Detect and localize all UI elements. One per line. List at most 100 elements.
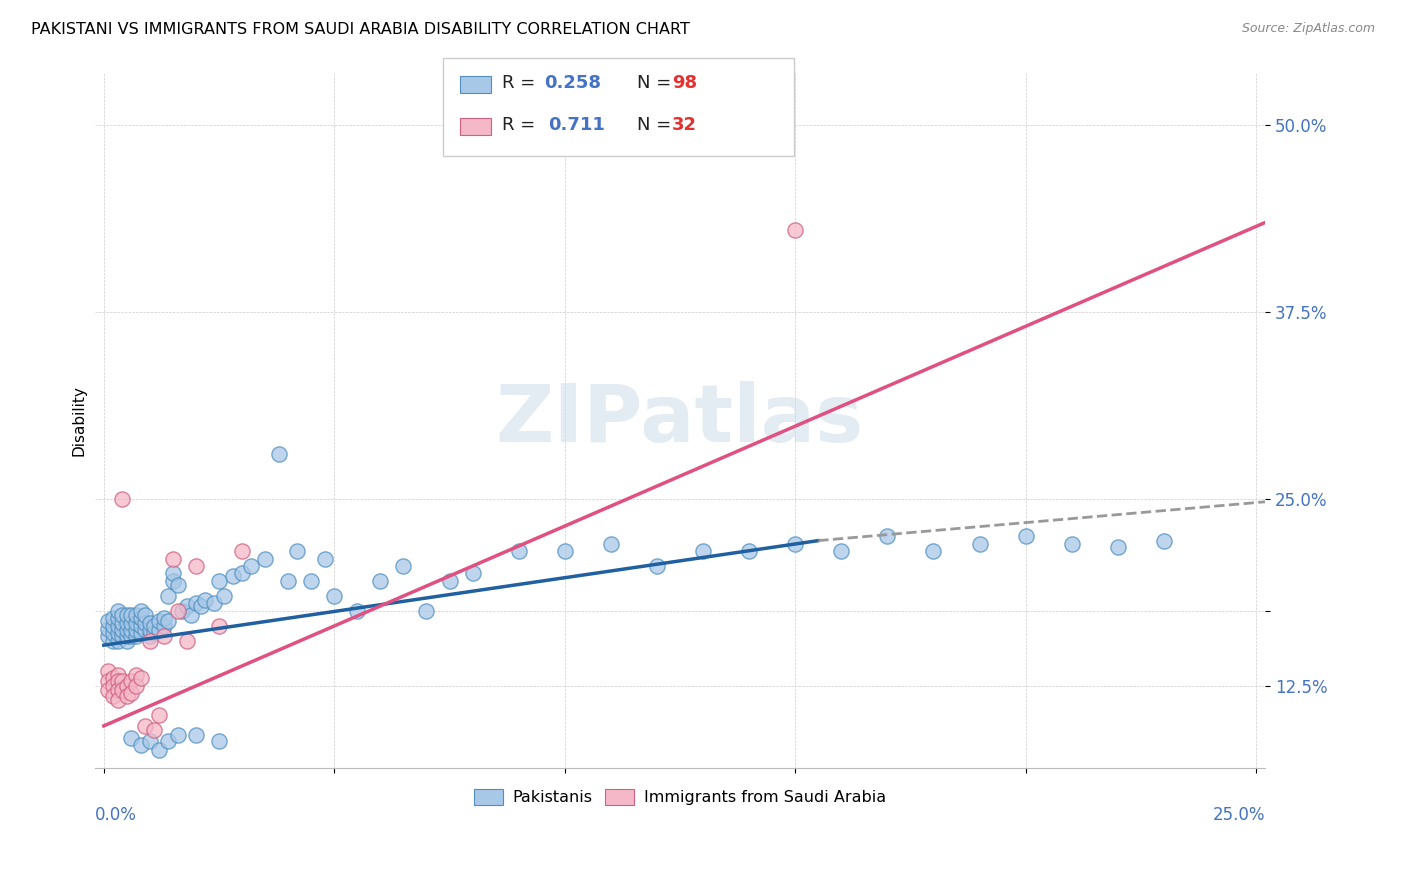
Point (299, 574, 322, 588)
Point (101, 619, 124, 633)
Point (107, 683, 129, 698)
Point (134, 624, 156, 638)
Point (129, 671, 152, 685)
Point (107, 633, 129, 648)
Point (392, 559, 415, 574)
Point (738, 544, 761, 558)
Point (157, 734, 180, 748)
Point (287, 544, 309, 558)
Point (115, 679, 138, 693)
Point (240, 559, 263, 574)
Point (1107, 540, 1129, 554)
Point (125, 629, 148, 643)
Point (143, 619, 166, 633)
Point (152, 629, 174, 643)
Point (645, 559, 668, 574)
Point (785, 536, 807, 550)
Point (231, 544, 253, 558)
Text: 98: 98 (672, 74, 697, 92)
Point (692, 544, 714, 558)
Point (148, 708, 170, 723)
Point (115, 615, 138, 630)
Point (277, 574, 299, 588)
Point (107, 619, 129, 633)
Point (125, 624, 148, 638)
Point (97, 629, 120, 643)
Point (101, 633, 124, 648)
Point (97, 615, 120, 629)
Text: R =: R = (502, 116, 547, 134)
Point (107, 668, 129, 682)
Point (115, 633, 138, 648)
Point (101, 611, 124, 625)
Point (111, 674, 134, 689)
Point (97, 664, 120, 678)
Point (1015, 529, 1038, 543)
Point (184, 728, 207, 742)
Point (785, 223, 807, 237)
Point (184, 559, 207, 574)
Point (222, 569, 245, 583)
Text: N =: N = (637, 74, 676, 92)
Point (143, 626, 166, 640)
Point (111, 624, 134, 638)
Point (101, 671, 124, 685)
Point (111, 629, 134, 643)
Point (120, 615, 142, 630)
Text: PAKISTANI VS IMMIGRANTS FROM SAUDI ARABIA DISABILITY CORRELATION CHART: PAKISTANI VS IMMIGRANTS FROM SAUDI ARABI… (31, 22, 690, 37)
Point (267, 447, 290, 461)
Point (101, 679, 124, 693)
Point (101, 626, 124, 640)
Text: 0.0%: 0.0% (94, 805, 136, 824)
Point (152, 611, 174, 625)
Text: R =: R = (502, 74, 541, 92)
Point (184, 596, 207, 610)
Point (139, 633, 162, 648)
Point (323, 589, 346, 603)
Point (370, 574, 392, 588)
Point (107, 693, 129, 707)
Point (115, 608, 138, 623)
Point (115, 624, 138, 638)
Point (115, 629, 138, 643)
Point (129, 611, 152, 625)
Point (439, 574, 461, 588)
Text: 32: 32 (672, 116, 697, 134)
Point (120, 686, 142, 700)
Point (346, 604, 368, 618)
Text: 0.711: 0.711 (548, 116, 605, 134)
Point (176, 633, 198, 648)
Point (166, 728, 188, 742)
Point (166, 578, 188, 592)
Point (208, 574, 231, 588)
Point (111, 608, 134, 623)
Point (415, 604, 437, 618)
Point (97, 683, 120, 698)
Text: N =: N = (637, 116, 676, 134)
Text: Source: ZipAtlas.com: Source: ZipAtlas.com (1241, 22, 1375, 36)
Point (148, 743, 170, 757)
Point (107, 626, 129, 640)
Point (231, 566, 253, 581)
Point (120, 629, 142, 643)
Point (97, 674, 120, 689)
Point (190, 599, 212, 614)
Point (830, 544, 852, 558)
Point (120, 731, 142, 745)
Point (157, 615, 180, 629)
Point (120, 624, 142, 638)
Point (157, 589, 180, 603)
Point (107, 604, 129, 618)
Point (125, 668, 148, 682)
Point (115, 689, 138, 703)
Point (148, 615, 170, 629)
Point (162, 574, 184, 588)
Text: 25.0%: 25.0% (1213, 805, 1265, 824)
Point (139, 615, 162, 630)
Legend: Pakistanis, Immigrants from Saudi Arabia: Pakistanis, Immigrants from Saudi Arabia (468, 782, 893, 812)
Point (208, 734, 231, 748)
Point (111, 491, 134, 506)
Text: ZIPatlas: ZIPatlas (496, 382, 865, 459)
Point (129, 619, 152, 633)
Point (125, 615, 148, 630)
